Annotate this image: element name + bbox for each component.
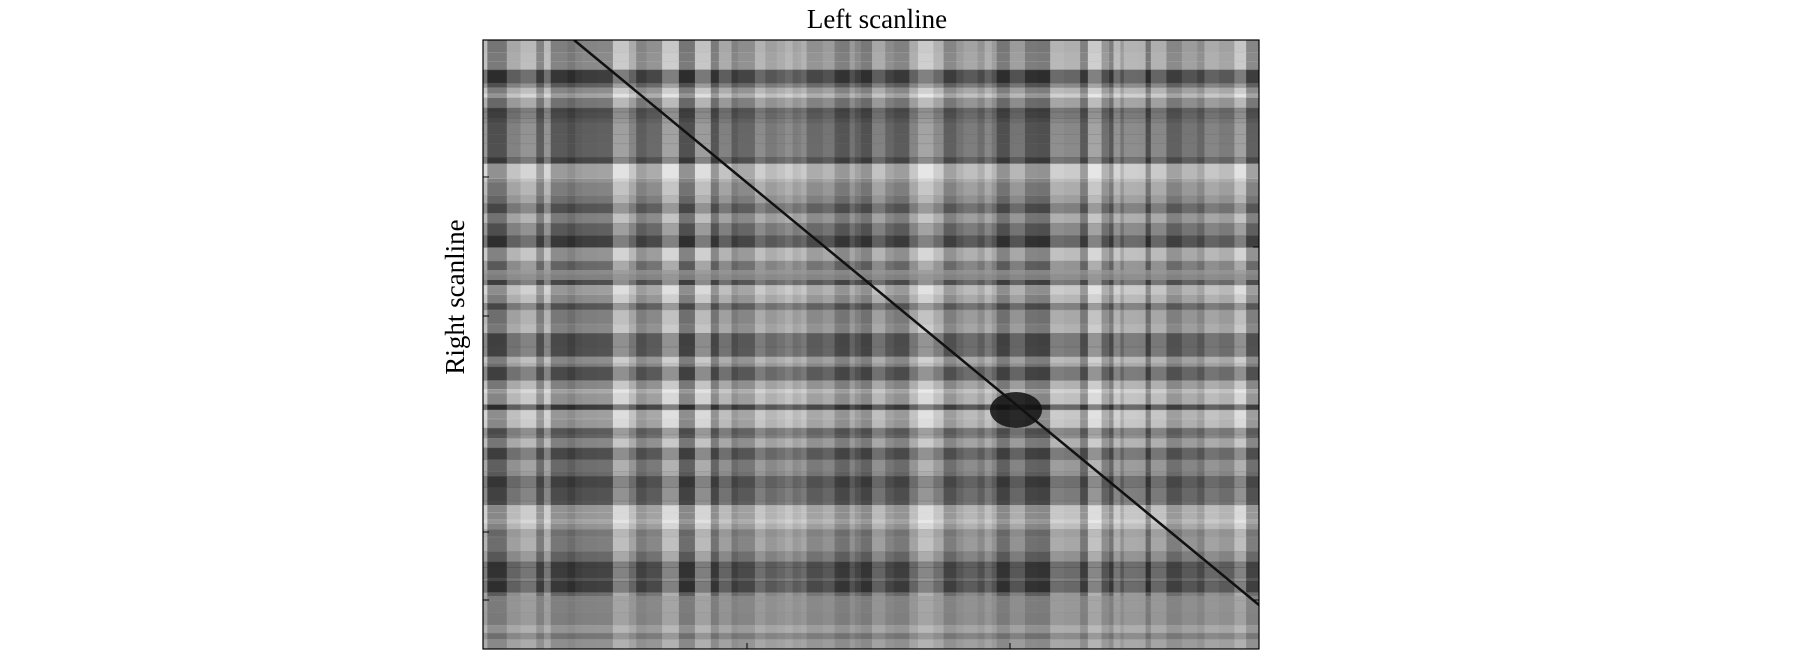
texture: [483, 561, 1259, 568]
texture: [483, 134, 1259, 145]
texture: [483, 362, 1259, 368]
texture: [483, 409, 1259, 420]
texture: [483, 487, 1259, 502]
texture: [483, 122, 1259, 135]
texture: [483, 235, 1259, 248]
texture: [483, 309, 1259, 325]
texture: [483, 118, 1259, 124]
texture: [483, 40, 1259, 53]
plot-frame: [482, 39, 1260, 650]
texture: [483, 366, 1259, 381]
texture: [483, 528, 1259, 538]
texture: [483, 471, 1259, 477]
texture: [483, 356, 1259, 364]
texture: [483, 551, 1259, 563]
texture: [483, 512, 1259, 521]
texture: [483, 577, 1259, 582]
texture: [483, 596, 1259, 649]
texture: [483, 427, 1259, 436]
texture: [483, 61, 1259, 71]
texture: [483, 447, 1259, 461]
texture: [483, 404, 1259, 411]
texture: [483, 302, 1259, 311]
texture: [483, 519, 1259, 524]
texture: [483, 476, 1259, 488]
ticks: [483, 176, 1259, 649]
texture: [483, 143, 1259, 158]
texture: [483, 270, 1259, 280]
left-axis-label: Right scanline: [440, 219, 470, 374]
top-axis-label: Left scanline: [807, 4, 947, 34]
texture: [483, 380, 1259, 390]
texture: [573, 40, 1259, 606]
texture: [483, 333, 1259, 348]
texture: [483, 434, 1259, 439]
texture: [483, 346, 1259, 358]
texture: [483, 294, 1259, 304]
texture: [483, 203, 1259, 214]
texture: [483, 523, 1259, 530]
texture: [483, 181, 1259, 196]
texture: [483, 580, 1259, 593]
texture: [483, 69, 1259, 84]
texture: [483, 284, 1259, 295]
texture: [483, 536, 1259, 552]
texture: [483, 392, 1259, 405]
texture: [483, 157, 1259, 165]
matrix-image: [483, 40, 1259, 649]
texture: [483, 97, 1259, 109]
texture: [483, 438, 1259, 449]
texture: [483, 111, 1259, 119]
texture: [483, 222, 1259, 237]
texture: [483, 504, 1259, 514]
texture: [483, 323, 1259, 334]
texture: [483, 389, 1259, 394]
texture: [483, 93, 1259, 99]
texture: [483, 247, 1259, 262]
texture: [483, 163, 1259, 179]
texture: [483, 107, 1259, 113]
texture: [483, 178, 1259, 183]
texture: [990, 392, 1042, 428]
texture: [483, 567, 1259, 579]
texture: [483, 500, 1259, 506]
texture: [483, 213, 1259, 224]
texture: [483, 195, 1259, 204]
texture: [483, 418, 1259, 429]
texture: [483, 459, 1259, 472]
texture: [483, 82, 1259, 89]
texture: [483, 52, 1259, 62]
texture: [483, 87, 1259, 95]
